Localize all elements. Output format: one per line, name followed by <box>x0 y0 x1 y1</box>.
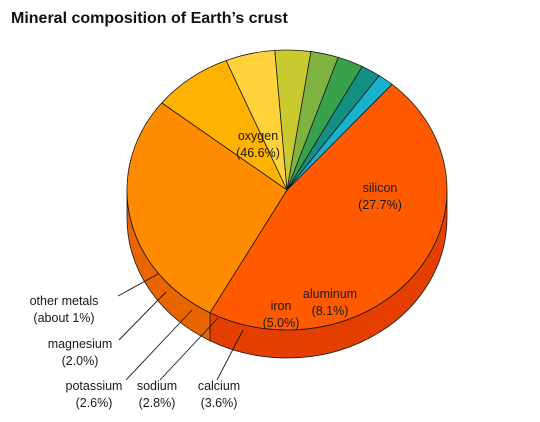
label-calcium-value: (3.6%) <box>201 396 238 410</box>
leader-potassium <box>125 309 193 381</box>
label-potassium-value: (2.6%) <box>76 396 113 410</box>
label-silicon-value: (27.7%) <box>358 198 402 212</box>
leader-sodium <box>159 317 219 381</box>
label-oxygen-value: (46.6%) <box>236 146 280 160</box>
label-potassium-name: potassium <box>66 379 123 393</box>
pie-slice-oxygen <box>209 83 448 331</box>
label-silicon-name: silicon <box>363 181 398 195</box>
label-aluminum-name: aluminum <box>303 287 357 301</box>
label-other-metals-value: (about 1%) <box>33 311 94 325</box>
label-magnesium-value: (2.0%) <box>62 354 99 368</box>
pie-slice-silicon <box>126 102 288 314</box>
label-aluminum-value: (8.1%) <box>312 304 349 318</box>
chart-title: Mineral composition of Earth’s crust <box>11 10 288 27</box>
label-oxygen-name: oxygen <box>238 129 278 143</box>
label-iron-value: (5.0%) <box>263 316 300 330</box>
label-magnesium-name: magnesium <box>48 337 113 351</box>
pie-top <box>126 49 448 331</box>
label-other-metals-name: other metals <box>30 294 99 308</box>
label-sodium-name: sodium <box>137 379 177 393</box>
label-calcium-name: calcium <box>198 379 240 393</box>
leader-other-metals <box>117 273 159 297</box>
label-sodium-value: (2.8%) <box>139 396 176 410</box>
pie-slice-other-metals <box>286 75 393 191</box>
label-iron-name: iron <box>271 299 292 313</box>
leader-calcium <box>216 329 244 381</box>
leader-magnesium <box>118 291 167 341</box>
